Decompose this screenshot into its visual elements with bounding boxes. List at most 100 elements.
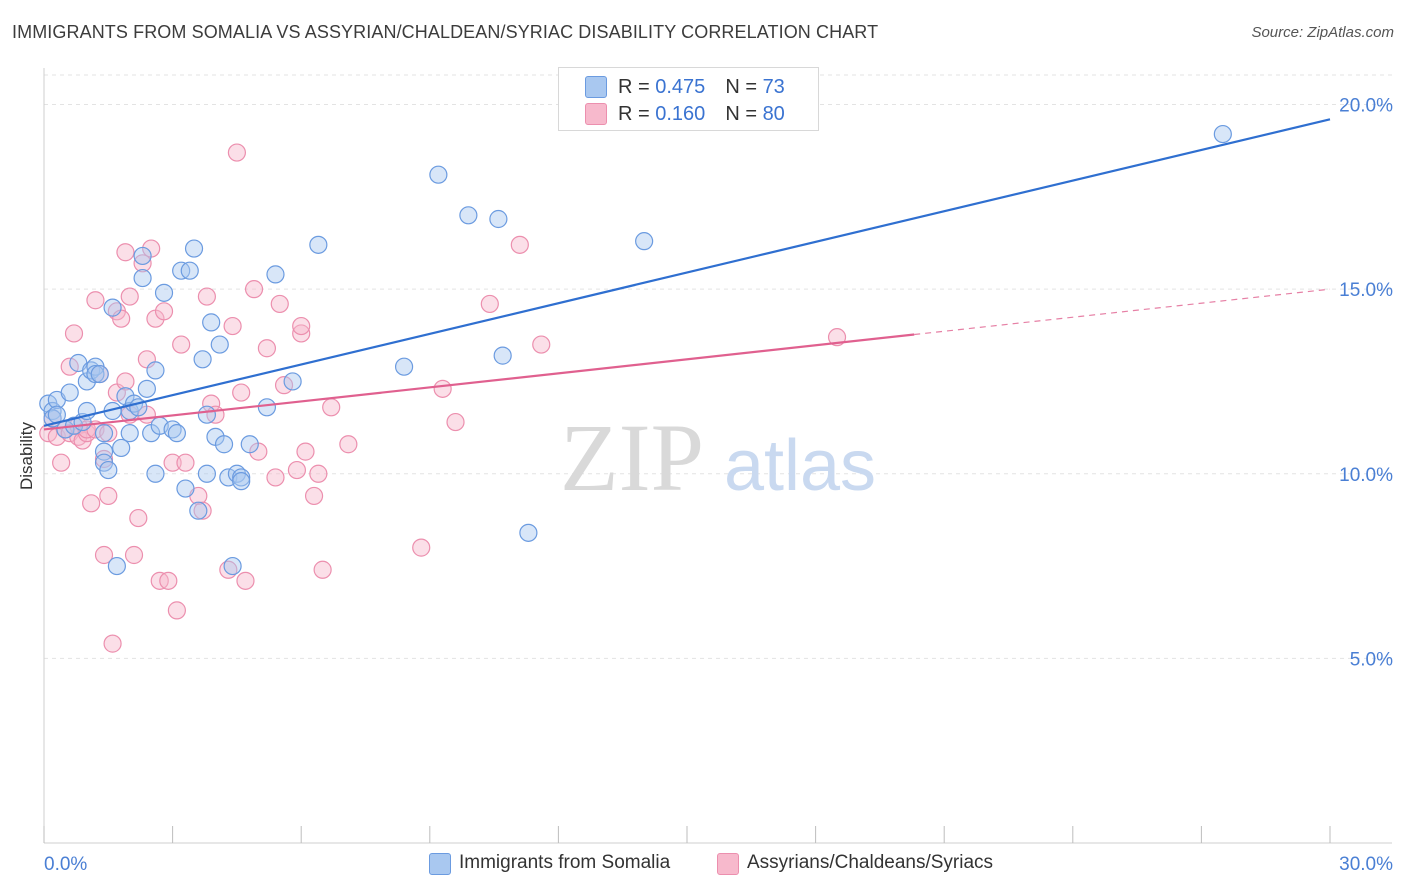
- data-point: [446, 412, 465, 432]
- data-point: [480, 294, 499, 314]
- y-tick-label: 15.0%: [1339, 280, 1393, 301]
- series-somalia-points: [39, 124, 1232, 576]
- data-point: [99, 486, 118, 506]
- data-point: [240, 435, 259, 454]
- data-point: [99, 424, 118, 443]
- y-axis-title: Disability: [17, 421, 36, 490]
- n-label: N =: [725, 103, 763, 125]
- r-label: R =: [618, 103, 656, 125]
- y-tick-label: 20.0%: [1339, 96, 1393, 117]
- watermark-zip: ZIP: [560, 404, 704, 511]
- series-assyrians-points: [39, 143, 847, 653]
- data-point: [146, 361, 165, 380]
- data-point: [99, 460, 118, 480]
- data-point: [112, 438, 131, 458]
- data-point: [184, 239, 204, 258]
- data-point: [257, 339, 277, 358]
- data-point: [433, 379, 452, 398]
- trend-line: [43, 333, 915, 431]
- data-point: [197, 464, 216, 483]
- y-tick-label: 10.0%: [1339, 465, 1393, 486]
- data-point: [266, 265, 285, 284]
- data-point: [120, 424, 139, 443]
- data-point: [232, 472, 251, 491]
- data-point: [292, 324, 311, 343]
- data-point: [296, 442, 315, 461]
- legend-swatch-somalia: [429, 853, 451, 875]
- data-point: [172, 335, 191, 354]
- source-credit: Source: ZipAtlas.com: [1251, 24, 1394, 41]
- n-value: 73: [762, 76, 785, 98]
- data-point: [236, 571, 255, 590]
- data-point: [146, 464, 165, 483]
- data-point: [189, 501, 208, 520]
- r-value: 0.160: [655, 103, 706, 125]
- trend-lines: [43, 118, 1331, 431]
- legend-label-assyrians: Assyrians/Chaldeans/Syriacs: [747, 852, 994, 873]
- data-point: [292, 316, 311, 336]
- data-point: [394, 357, 414, 376]
- data-point: [322, 398, 341, 417]
- data-point: [133, 254, 152, 273]
- watermark: ZIP atlas: [560, 404, 876, 511]
- data-point: [493, 346, 512, 365]
- data-point: [223, 556, 242, 576]
- data-point: [227, 143, 246, 162]
- data-point: [133, 246, 152, 266]
- data-point: [176, 479, 195, 498]
- data-point: [266, 468, 285, 487]
- data-point: [313, 560, 332, 579]
- data-point: [270, 294, 289, 314]
- data-point: [309, 235, 328, 254]
- y-tick-label: 5.0%: [1350, 649, 1393, 670]
- data-point: [64, 324, 84, 343]
- data-point: [339, 435, 358, 454]
- legend-swatch-assyrians: [585, 103, 607, 125]
- data-point: [283, 372, 302, 391]
- trend-line: [43, 118, 1331, 427]
- data-point: [86, 291, 105, 310]
- data-point: [223, 316, 242, 336]
- data-point: [116, 372, 135, 391]
- tick-labels: 5.0% 10.0% 15.0% 20.0% 0.0% 30.0%: [44, 96, 1393, 875]
- data-point: [60, 383, 79, 402]
- data-point: [202, 313, 221, 332]
- grid-lines: [44, 74, 1392, 659]
- data-point: [180, 261, 199, 280]
- data-point: [107, 556, 126, 576]
- data-point: [94, 545, 114, 565]
- data-point: [94, 424, 114, 443]
- data-point: [193, 350, 212, 369]
- data-point: [116, 243, 135, 262]
- data-point: [176, 453, 195, 472]
- legend-swatch-assyrians: [717, 853, 739, 875]
- data-point: [137, 379, 156, 398]
- data-point: [257, 398, 277, 417]
- data-point: [309, 464, 328, 483]
- data-point: [154, 283, 174, 302]
- data-point: [532, 335, 551, 354]
- data-point: [489, 209, 508, 229]
- r-value: 0.475: [655, 76, 706, 98]
- data-point: [163, 453, 182, 472]
- data-point: [232, 383, 251, 402]
- data-point: [103, 634, 122, 653]
- n-label: N =: [725, 76, 763, 98]
- data-point: [103, 298, 122, 317]
- data-point: [167, 424, 186, 443]
- data-point: [133, 268, 152, 288]
- data-point: [635, 232, 654, 251]
- data-point: [412, 538, 431, 557]
- data-point: [210, 335, 229, 354]
- data-point: [124, 545, 144, 565]
- axes: [43, 68, 1392, 844]
- correlation-legend: R = 0.475 N = 73 R = 0.160 N = 80: [558, 67, 819, 131]
- data-point: [129, 508, 148, 528]
- data-point: [197, 287, 216, 306]
- data-point: [304, 486, 324, 506]
- data-point: [197, 405, 216, 424]
- data-point: [244, 280, 264, 299]
- data-point: [86, 364, 105, 384]
- n-value: 80: [762, 103, 785, 125]
